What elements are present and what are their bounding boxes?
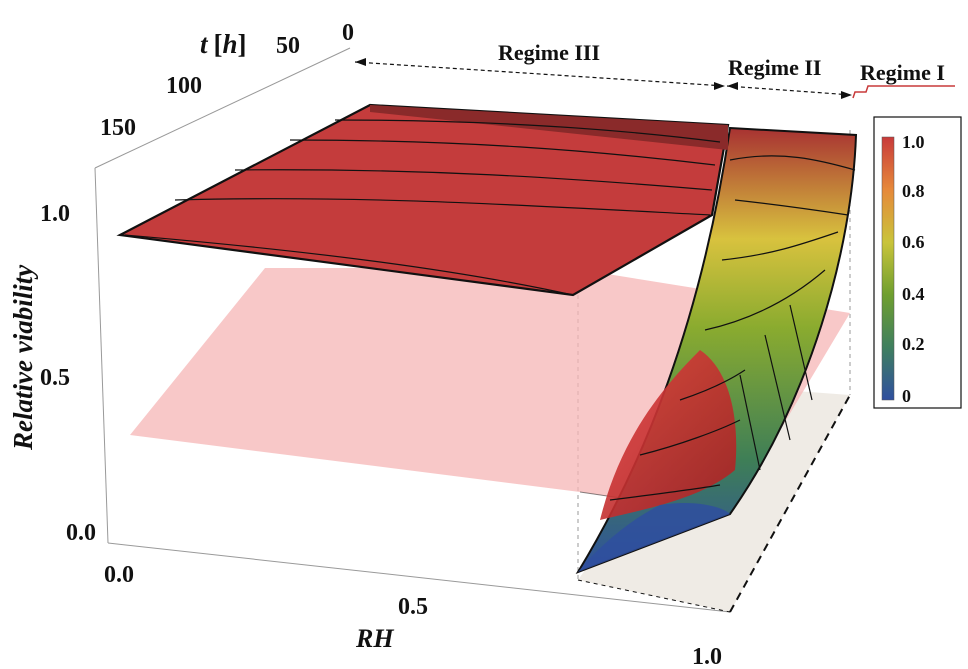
x-tick-label: 0.0 [104, 562, 134, 588]
regime-ii-contour-9 [764, 334, 791, 441]
regime-ii-contour-4 [704, 269, 826, 331]
regime-ii-contour-7 [609, 484, 721, 501]
colorbar-tick-label: 0.4 [902, 284, 925, 304]
z-tick-label: 1.0 [40, 201, 70, 227]
regime-ii-contour-6 [639, 419, 741, 456]
bounding-box [94, 47, 851, 613]
x-tick-label: 1.0 [692, 644, 722, 669]
regime-ii-contour-2 [734, 199, 849, 216]
regime-iii-contour-5 [124, 234, 574, 296]
regime-ii-contour-5 [679, 369, 746, 401]
regime-iii-label: Regime III [498, 40, 600, 65]
regime-iii-contour-3 [289, 139, 716, 166]
y-axis-title-unit: h [223, 29, 238, 59]
regime-ii-contour-10 [789, 304, 813, 401]
floor-dashed-back [577, 579, 731, 613]
box-edge-bottom-front [107, 542, 731, 613]
y-axis-ticks: 0 50 100 150 [100, 20, 354, 141]
regime-iii-contour-1 [174, 198, 711, 216]
regime-ii-blue-band [578, 503, 730, 572]
y-tick-label: 100 [166, 73, 202, 99]
y-tick-label: 50 [276, 33, 300, 59]
y-axis-title-open: [ [214, 29, 223, 59]
z-axis-ticks: 1.0 0.5 0.0 [40, 201, 96, 546]
colorbar-legend: 1.0 0.8 0.6 0.4 0.2 0 [873, 116, 962, 409]
x-tick-label: 0.5 [398, 594, 428, 620]
colorbar-tick-label: 1.0 [902, 132, 925, 152]
regime-iii-arrow-head-left [355, 58, 366, 66]
y-axis-title-var: t [200, 29, 209, 59]
regime-i-label: Regime I [860, 60, 945, 85]
colorbar-bar [881, 136, 895, 401]
colorbar-tick-label: 0.2 [902, 334, 925, 354]
regime-iii-contour-4 [334, 119, 721, 143]
regime-ii-arrow-head-right [841, 91, 852, 99]
regime-iii-surface-body [116, 103, 730, 297]
regime-ii-contour-8 [739, 374, 761, 471]
colorbar-tick-label: 0.8 [902, 181, 925, 201]
regime-iii-arrow [354, 61, 726, 87]
regime-ii-label: Regime II [728, 55, 821, 80]
colorbar-tick-label: 0.6 [902, 232, 925, 252]
regime-ii-arrow [726, 85, 853, 96]
regime-i-bracket [852, 85, 955, 99]
z-tick-label: 0.5 [40, 365, 70, 391]
regime-iii-surface-edge [370, 105, 728, 150]
regime-ii-arrow-head-left [727, 82, 738, 90]
regime-ii-surface [575, 126, 858, 574]
regime-iii-contour-2 [234, 169, 713, 191]
y-axis-title-close: ] [238, 29, 247, 59]
colorbar-tick-label: 0 [902, 386, 911, 406]
box-edge-left-vertical [94, 167, 109, 544]
box-edge-top-left [94, 47, 351, 169]
z-axis-title: Relative viability [8, 264, 38, 451]
regime-ii-contour-1 [729, 155, 856, 171]
x-axis-title: RH [355, 624, 394, 653]
y-tick-label: 150 [100, 115, 136, 141]
regime-iii-surface [116, 103, 730, 297]
z-tick-label: 0.0 [66, 520, 96, 546]
regime-annotations: Regime III Regime II Regime I [354, 40, 955, 99]
regime-iii-arrow-head-right [714, 82, 725, 90]
y-tick-label: 0 [342, 20, 354, 46]
x-axis-ticks: 0.0 0.5 1.0 [104, 562, 722, 669]
y-axis-title: t [h] [200, 29, 247, 59]
regime-ii-contour-3 [721, 231, 839, 261]
